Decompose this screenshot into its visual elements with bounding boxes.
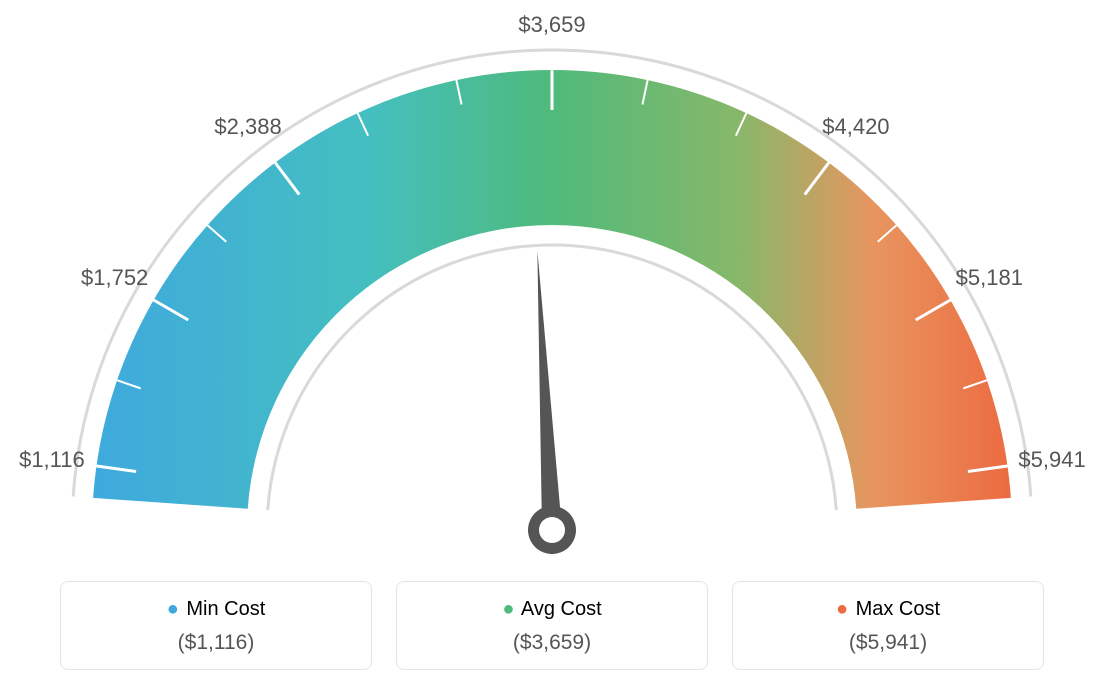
legend-avg-title: ● Avg Cost xyxy=(397,598,707,621)
gauge-chart: $1,116 $1,752 $2,388 $3,659 $4,420 $5,181 $5,9… xyxy=(0,0,1104,560)
gauge-svg xyxy=(0,0,1104,560)
gauge-tick-label: $4,420 xyxy=(822,114,889,140)
legend-max-title: ● Max Cost xyxy=(733,598,1043,621)
legend-min-value: ($1,116) xyxy=(61,631,371,655)
gauge-tick-label: $5,181 xyxy=(956,265,1023,291)
bullet-icon: ● xyxy=(502,598,516,620)
gauge-tick-label: $3,659 xyxy=(518,12,585,38)
legend-min-label: Min Cost xyxy=(186,598,265,620)
legend-max-label: Max Cost xyxy=(856,598,940,620)
legend-avg-card: ● Avg Cost ($3,659) xyxy=(396,581,708,670)
legend-max-card: ● Max Cost ($5,941) xyxy=(732,581,1044,670)
gauge-tick-label: $5,941 xyxy=(1018,447,1085,473)
legend-min-title: ● Min Cost xyxy=(61,598,371,621)
gauge-tick-label: $1,116 xyxy=(19,447,85,473)
legend-avg-label: Avg Cost xyxy=(521,598,602,620)
gauge-tick-label: $1,752 xyxy=(81,265,148,291)
legend-avg-value: ($3,659) xyxy=(397,631,707,655)
bullet-icon: ● xyxy=(836,598,850,620)
legend-min-card: ● Min Cost ($1,116) xyxy=(60,581,372,670)
legend-row: ● Min Cost ($1,116) ● Avg Cost ($3,659) … xyxy=(0,581,1104,670)
gauge-tick-label: $2,388 xyxy=(214,114,281,140)
bullet-icon: ● xyxy=(167,598,181,620)
legend-max-value: ($5,941) xyxy=(733,631,1043,655)
